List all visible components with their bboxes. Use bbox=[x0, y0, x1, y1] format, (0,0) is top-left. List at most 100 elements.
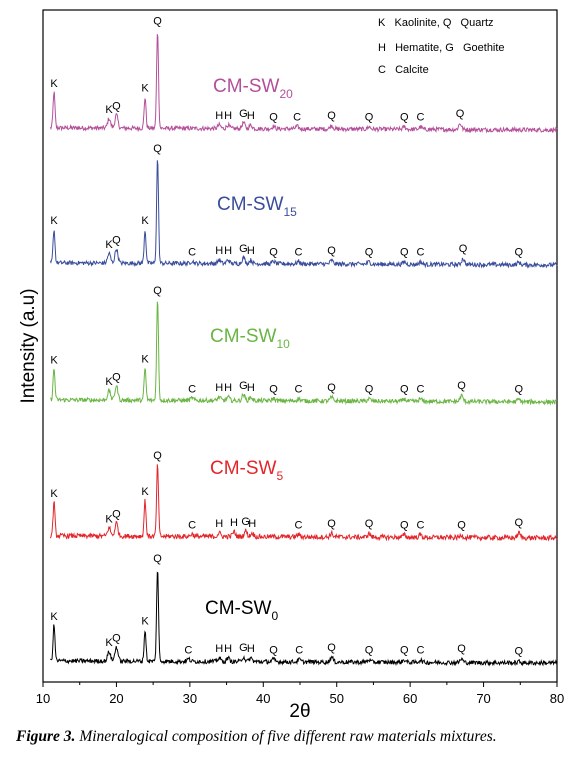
peak-label: C bbox=[188, 383, 196, 395]
legend: K Kaolinite, Q Quartz H Hematite, G Goeth… bbox=[378, 17, 505, 76]
peak-label: Q bbox=[112, 509, 121, 521]
legend-entry: C Calcite bbox=[378, 64, 429, 76]
series-label-5: CM-SW5 bbox=[210, 458, 283, 483]
peak-label: Q bbox=[400, 111, 409, 123]
peak-label: Q bbox=[327, 518, 336, 530]
peak-label: Q bbox=[153, 450, 162, 462]
peak-label: Q bbox=[269, 383, 278, 395]
peak-label: H bbox=[224, 245, 232, 257]
peak-label: K bbox=[50, 611, 58, 623]
x-tick-label: 70 bbox=[476, 691, 490, 706]
legend-entry: K Kaolinite, Q Quartz bbox=[378, 17, 494, 29]
peak-label: H bbox=[224, 110, 232, 122]
peak-label: Q bbox=[153, 15, 162, 27]
series-label-20: CM-SW20 bbox=[213, 76, 293, 101]
peak-label: K bbox=[105, 637, 113, 649]
x-tick-label: 30 bbox=[183, 691, 197, 706]
peak-label: C bbox=[416, 519, 424, 531]
series-line-15 bbox=[49, 160, 558, 269]
peak-label: Q bbox=[457, 643, 466, 655]
peak-label: H bbox=[224, 382, 232, 394]
peak-label: K bbox=[105, 104, 113, 116]
peak-label: Q bbox=[327, 110, 336, 122]
x-tick-label: 10 bbox=[36, 691, 50, 706]
peak-label: K bbox=[105, 513, 113, 525]
peak-label: K bbox=[141, 486, 149, 498]
series-label-0: CM-SW0 bbox=[205, 598, 278, 623]
peak-label: Q bbox=[515, 383, 524, 395]
peak-label: Q bbox=[515, 646, 524, 658]
peak-label: G bbox=[241, 516, 250, 528]
peak-label: Q bbox=[327, 382, 336, 394]
peak-label: Q bbox=[153, 553, 162, 565]
peak-label: Q bbox=[515, 517, 524, 529]
peak-label: K bbox=[141, 616, 149, 628]
peak-label: H bbox=[215, 245, 223, 257]
peak-label: Q bbox=[269, 644, 278, 656]
y-axis-label: Intensity (a.u) bbox=[18, 288, 39, 403]
peak-label: Q bbox=[112, 632, 121, 644]
series-line-5 bbox=[49, 464, 558, 542]
peak-label: K bbox=[105, 239, 113, 251]
peak-label: Q bbox=[269, 111, 278, 123]
legend-entry: H Hematite, G Goethite bbox=[378, 42, 505, 54]
peak-label: Q bbox=[400, 644, 409, 656]
series-line-20 bbox=[49, 34, 558, 134]
peak-label: K bbox=[50, 215, 58, 227]
peak-label: Q bbox=[457, 380, 466, 392]
peak-label: H bbox=[248, 518, 256, 530]
peak-label: Q bbox=[327, 245, 336, 257]
peak-label: Q bbox=[365, 383, 374, 395]
peak-label: Q bbox=[112, 101, 121, 113]
series-line-10 bbox=[50, 301, 558, 406]
peak-label: H bbox=[215, 643, 223, 655]
series-line-0 bbox=[50, 571, 558, 667]
peak-label: Q bbox=[365, 518, 374, 530]
peak-label: K bbox=[105, 376, 113, 388]
peak-label: C bbox=[188, 519, 196, 531]
peak-label: Q bbox=[269, 246, 278, 258]
peak-label: C bbox=[295, 246, 303, 258]
peak-label: Q bbox=[365, 644, 374, 656]
peak-label: C bbox=[184, 644, 192, 656]
x-tick-label: 40 bbox=[256, 691, 270, 706]
peak-label: C bbox=[416, 246, 424, 258]
peak-label: Q bbox=[459, 243, 468, 255]
x-tick-label: 50 bbox=[329, 691, 343, 706]
series-label-10: CM-SW10 bbox=[210, 326, 290, 351]
peak-label: K bbox=[141, 83, 149, 95]
peak-label: K bbox=[141, 353, 149, 365]
x-axis-label: 2θ bbox=[289, 701, 310, 722]
peak-label: Q bbox=[456, 108, 465, 120]
peak-label: Q bbox=[112, 234, 121, 246]
peak-label: C bbox=[416, 111, 424, 123]
peak-label: Q bbox=[457, 519, 466, 531]
series-label-15: CM-SW15 bbox=[217, 194, 297, 219]
peak-label: K bbox=[50, 488, 58, 500]
x-tick-label: 80 bbox=[550, 691, 564, 706]
peak-label: C bbox=[188, 246, 196, 258]
peak-label: Q bbox=[365, 246, 374, 258]
peak-label: H bbox=[247, 643, 255, 655]
peak-label: Q bbox=[400, 246, 409, 258]
series-layer bbox=[49, 34, 558, 667]
peak-label: Q bbox=[327, 642, 336, 654]
peak-label: G bbox=[239, 243, 248, 255]
peak-label: H bbox=[215, 382, 223, 394]
peak-label: H bbox=[224, 643, 232, 655]
peak-label: Q bbox=[153, 285, 162, 297]
peak-label: K bbox=[50, 78, 58, 90]
peak-label: Q bbox=[153, 143, 162, 155]
peak-label: G bbox=[239, 642, 248, 654]
x-tick-label: 20 bbox=[109, 691, 123, 706]
caption-label: Figure 3. bbox=[16, 728, 76, 745]
peak-label: H bbox=[247, 382, 255, 394]
peak-label: Q bbox=[365, 111, 374, 123]
peak-label: H bbox=[230, 517, 238, 529]
peak-label: K bbox=[50, 355, 58, 367]
peak-label: H bbox=[247, 110, 255, 122]
peak-label: G bbox=[239, 380, 248, 392]
peak-label: C bbox=[416, 383, 424, 395]
caption-text: Mineralogical composition of five differ… bbox=[75, 728, 497, 745]
